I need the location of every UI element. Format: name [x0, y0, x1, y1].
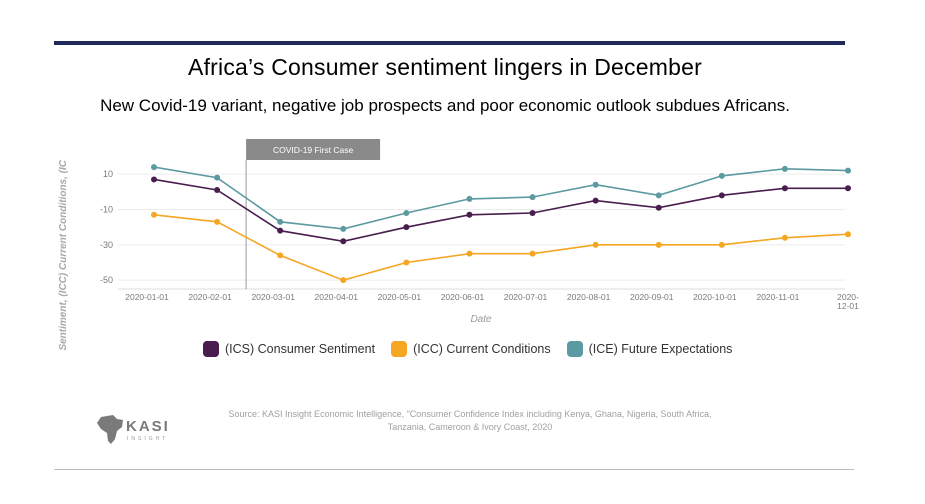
data-point[interactable] [845, 167, 851, 174]
x-tick-label: 2020-08-01 [567, 292, 611, 302]
data-point[interactable] [277, 252, 284, 259]
data-point[interactable] [466, 211, 473, 218]
data-point[interactable] [529, 194, 536, 201]
y-tick-label: 10 [103, 169, 113, 179]
legend-swatch-ice [566, 341, 583, 357]
data-point[interactable] [592, 241, 599, 248]
data-point[interactable] [781, 234, 788, 241]
slide-subtitle: New Covid-19 variant, negative job prosp… [100, 96, 790, 115]
data-point[interactable] [718, 192, 725, 199]
data-point[interactable] [214, 218, 221, 225]
y-tick-label: -10 [100, 204, 113, 214]
data-point[interactable] [655, 241, 662, 248]
data-point[interactable] [151, 176, 157, 183]
data-point[interactable] [151, 164, 157, 171]
annotation-label: COVID-19 First Case [273, 145, 354, 155]
data-point[interactable] [340, 225, 347, 232]
data-point[interactable] [592, 197, 599, 204]
y-tick-label: -30 [100, 240, 113, 250]
x-tick-label: 2020-01-01 [125, 292, 169, 302]
data-point[interactable] [151, 211, 157, 218]
africa-map-icon: KASI INSIGHT [97, 415, 170, 444]
legend-swatch-ics [203, 341, 219, 357]
data-point[interactable] [466, 250, 473, 257]
data-point[interactable] [340, 238, 347, 245]
data-point[interactable] [655, 204, 662, 211]
y-tick-label: -50 [100, 275, 113, 285]
data-point[interactable] [529, 250, 536, 257]
data-point[interactable] [403, 210, 410, 217]
data-point[interactable] [403, 259, 410, 266]
series-line-1 [153, 214, 849, 282]
series-line-2 [153, 166, 849, 230]
legend: (ICS) Consumer Sentiment (ICC) Current C… [203, 341, 736, 357]
x-tick-label: 2020-04-01 [315, 292, 359, 302]
series-line-0 [153, 178, 848, 243]
legend-swatch-icc [391, 341, 408, 357]
x-tick-label: 2020-05-01 [378, 292, 422, 302]
legend-item-ice[interactable]: (ICE) Future Expectations [566, 341, 733, 357]
data-point[interactable] [718, 172, 725, 179]
data-point[interactable] [781, 185, 788, 192]
annotation: COVID-19 First Case [245, 139, 381, 289]
logo-subtext: INSIGHT [127, 436, 168, 442]
data-point[interactable] [781, 165, 788, 172]
legend-item-icc[interactable]: (ICC) Current Conditions [391, 341, 551, 357]
x-axis-label: Date [470, 314, 492, 325]
data-point[interactable] [655, 192, 662, 199]
data-point[interactable] [277, 227, 284, 234]
data-point[interactable] [845, 185, 851, 192]
data-point[interactable] [340, 277, 347, 284]
y-axis-label: Sentiment, (ICC) Current Conditions, (IC [58, 159, 69, 350]
legend-item-ics[interactable]: (ICS) Consumer Sentiment [203, 341, 375, 357]
x-tick-label: 2020-07-01 [504, 292, 548, 302]
series-lines [153, 166, 849, 282]
data-point[interactable] [214, 187, 221, 194]
source-note: Source: KASI Insight Economic Intelligen… [228, 409, 712, 432]
legend-label-ice: (ICE) Future Expectations [588, 342, 733, 356]
x-tick-label: 2020-10-01 [693, 292, 737, 302]
data-point[interactable] [529, 210, 536, 217]
data-point[interactable] [718, 241, 725, 248]
slide-title: Africa’s Consumer sentiment lingers in D… [188, 54, 702, 80]
top-rule [54, 41, 845, 45]
logo-text: KASI [126, 418, 170, 435]
x-tick-label: 2020-09-01 [630, 292, 674, 302]
x-tick-label: 2020-03-01 [251, 292, 295, 302]
x-tick-label: 2020-11-01 [756, 292, 799, 302]
x-tick-label: 2020- [837, 292, 859, 302]
data-point[interactable] [845, 231, 851, 238]
legend-label-icc: (ICC) Current Conditions [413, 342, 551, 356]
x-tick-label: 2020-02-01 [188, 292, 232, 302]
data-point[interactable] [403, 224, 410, 231]
x-tick-labels: 2020-01-01 2020-02-01 2020-03-01 2020-04-01… [125, 292, 859, 311]
bottom-rule [54, 469, 854, 470]
x-tick-label: 12-01 [837, 301, 859, 311]
y-tick-labels: 10 -10 -30 -50 [100, 169, 113, 285]
annotation-box [246, 139, 381, 160]
kasi-logo: KASI INSIGHT [95, 413, 195, 452]
data-point[interactable] [466, 195, 473, 202]
data-point[interactable] [214, 174, 221, 181]
x-tick-label: 2020-06-01 [441, 292, 485, 302]
legend-label-ics: (ICS) Consumer Sentiment [225, 342, 376, 356]
data-point[interactable] [592, 181, 599, 188]
data-point[interactable] [277, 218, 284, 225]
series-points [151, 164, 851, 284]
grid [118, 173, 845, 290]
